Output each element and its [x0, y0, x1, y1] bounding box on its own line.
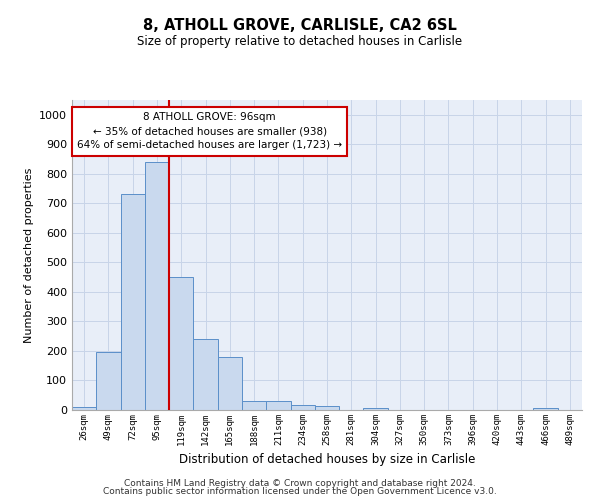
Bar: [193, 339, 218, 410]
Bar: [145, 162, 169, 410]
Text: 8 ATHOLL GROVE: 96sqm
← 35% of detached houses are smaller (938)
64% of semi-det: 8 ATHOLL GROVE: 96sqm ← 35% of detached …: [77, 112, 342, 150]
X-axis label: Distribution of detached houses by size in Carlisle: Distribution of detached houses by size …: [179, 454, 475, 466]
Bar: [121, 194, 145, 410]
Bar: [218, 358, 242, 410]
Y-axis label: Number of detached properties: Number of detached properties: [23, 168, 34, 342]
Bar: [96, 352, 121, 410]
Bar: [315, 406, 339, 410]
Bar: [364, 408, 388, 410]
Bar: [266, 400, 290, 410]
Text: Contains HM Land Registry data © Crown copyright and database right 2024.: Contains HM Land Registry data © Crown c…: [124, 478, 476, 488]
Bar: [290, 404, 315, 410]
Text: 8, ATHOLL GROVE, CARLISLE, CA2 6SL: 8, ATHOLL GROVE, CARLISLE, CA2 6SL: [143, 18, 457, 32]
Bar: [533, 408, 558, 410]
Text: Size of property relative to detached houses in Carlisle: Size of property relative to detached ho…: [137, 35, 463, 48]
Bar: [72, 407, 96, 410]
Text: Contains public sector information licensed under the Open Government Licence v3: Contains public sector information licen…: [103, 487, 497, 496]
Bar: [242, 400, 266, 410]
Bar: [169, 277, 193, 410]
